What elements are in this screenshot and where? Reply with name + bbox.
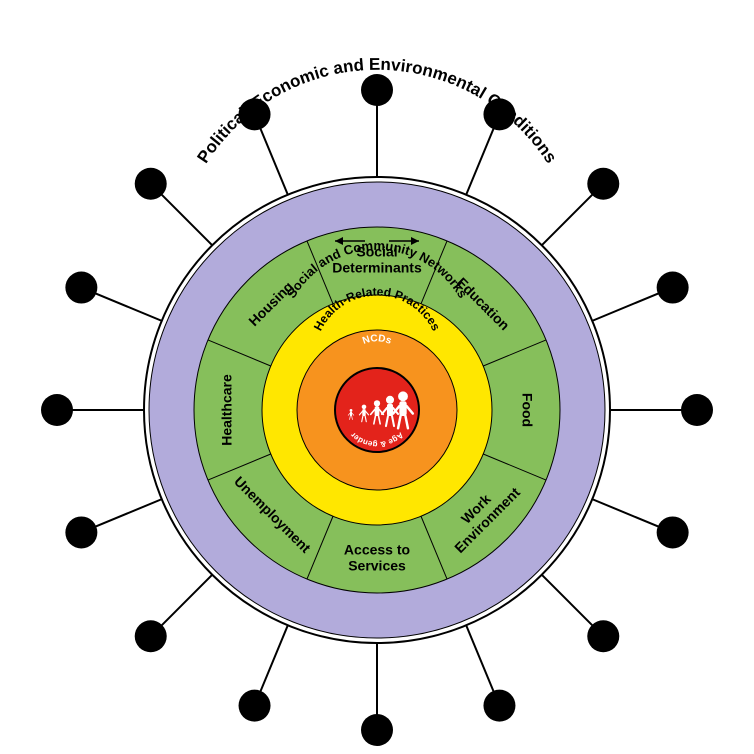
svg-text:Determinants: Determinants	[332, 260, 422, 276]
segment-food: Food	[519, 393, 535, 427]
svg-text:Food: Food	[519, 393, 535, 427]
svg-text:Services: Services	[348, 558, 406, 574]
svg-text:Access to: Access to	[344, 542, 410, 558]
svg-text:Healthcare: Healthcare	[219, 374, 235, 446]
health-determinants-diagram: SocialDeterminantsEducationFoodWorkEnvir…	[0, 0, 754, 754]
segment-healthcare: Healthcare	[219, 374, 235, 446]
segment-access-to-services: Access toServices	[344, 542, 410, 574]
